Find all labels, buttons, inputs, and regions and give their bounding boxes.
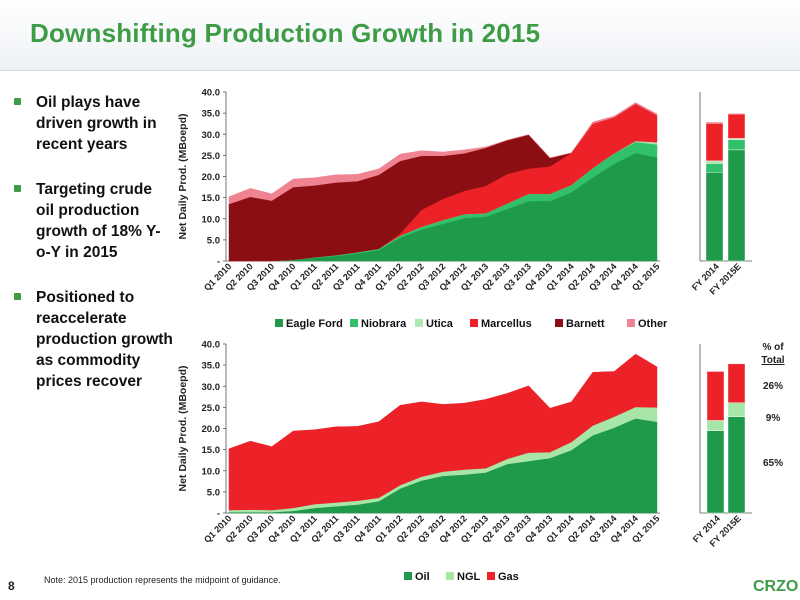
y-tick-label: 10.0 xyxy=(202,214,221,225)
y-tick-label: 40.0 xyxy=(202,340,221,351)
y-tick-label: 5.0 xyxy=(207,487,220,498)
legend-swatch xyxy=(446,572,454,580)
fy-bar-segment xyxy=(727,113,746,139)
bullet-marker-icon xyxy=(14,293,21,300)
fy-bar-segment xyxy=(705,160,724,164)
header-bar xyxy=(0,0,800,71)
bullet-text: Oil plays have driven growth in recent y… xyxy=(36,94,157,153)
y-tick-label: 10.0 xyxy=(202,466,221,477)
fy-bar-segment xyxy=(705,163,724,173)
fy-bar-segment xyxy=(705,172,724,262)
fy-bar-segment xyxy=(727,363,746,403)
bullet-item: Oil plays have driven growth in recent y… xyxy=(14,92,174,155)
y-tick-label: 15.0 xyxy=(202,193,221,204)
legend-swatch xyxy=(415,319,423,327)
y-tick-label: 35.0 xyxy=(202,361,221,372)
pct-gas: 26% xyxy=(763,381,783,392)
legend-swatch xyxy=(470,319,478,327)
fy-bar-segment xyxy=(727,149,746,262)
fy-bar-segment xyxy=(706,430,725,514)
y-tick-label: 20.0 xyxy=(202,172,221,183)
y-tick-label: 25.0 xyxy=(202,403,221,414)
y-tick-label: 30.0 xyxy=(202,130,221,141)
legend-label: NGL xyxy=(457,571,481,583)
y-tick-label: 15.0 xyxy=(202,445,221,456)
area-gas xyxy=(228,353,658,511)
bullet-text: Targeting crude oil production growth of… xyxy=(36,181,161,261)
fy-bar-segment xyxy=(727,402,746,417)
legend-label: Gas xyxy=(498,571,519,583)
legend-swatch xyxy=(350,319,358,327)
fy-bar-segment xyxy=(705,123,724,162)
y-tick-label: - xyxy=(217,509,220,520)
y-tick-label: 35.0 xyxy=(202,109,221,120)
y-tick-label: 25.0 xyxy=(202,151,221,162)
y-tick-label: 5.0 xyxy=(207,235,220,246)
legend-label: Oil xyxy=(415,571,430,583)
legend-label: Niobrara xyxy=(361,318,407,330)
legend-swatch xyxy=(404,572,412,580)
pct-oil: 65% xyxy=(763,458,783,469)
area-other xyxy=(228,102,658,205)
legend-swatch xyxy=(627,319,635,327)
fy-bar-segment xyxy=(727,112,746,115)
bullet-item: Positioned to reaccelerate production gr… xyxy=(14,287,174,392)
legend-label: Eagle Ford xyxy=(286,318,343,330)
y-tick-label: 30.0 xyxy=(202,382,221,393)
legend-label: Utica xyxy=(426,318,454,330)
pct-ngl: 9% xyxy=(766,413,781,424)
fy-bar-segment xyxy=(705,121,724,124)
company-logo: CRZO xyxy=(753,578,799,595)
fy-bar-segment xyxy=(706,371,725,421)
bullet-item: Targeting crude oil production growth of… xyxy=(14,179,174,263)
fy-bar-segment xyxy=(727,416,746,514)
footnote: Note: 2015 production represents the mid… xyxy=(44,575,281,585)
legend-swatch xyxy=(275,319,283,327)
legend-swatch xyxy=(555,319,563,327)
y-axis-label: Net Daily Prod. (MBoepd) xyxy=(177,365,189,491)
pct-total-title: % of Total xyxy=(761,342,784,366)
bullet-marker-icon xyxy=(14,98,21,105)
legend-label: Marcellus xyxy=(481,318,532,330)
bullet-text: Positioned to reaccelerate production gr… xyxy=(36,289,173,390)
y-tick-label: - xyxy=(217,257,220,268)
page-title: Downshifting Production Growth in 2015 xyxy=(30,18,541,48)
legend-swatch xyxy=(487,572,495,580)
legend-label: Other xyxy=(638,318,668,330)
page-number: 8 xyxy=(8,579,15,593)
bullet-marker-icon xyxy=(14,185,21,192)
fy-bar-segment xyxy=(706,420,725,431)
y-tick-label: 40.0 xyxy=(202,88,221,99)
y-tick-label: 20.0 xyxy=(202,424,221,435)
bullet-list: Oil plays have driven growth in recent y… xyxy=(14,92,174,416)
legend-label: Barnett xyxy=(566,318,605,330)
y-axis-label: Net Daily Prod. (MBoepd) xyxy=(177,113,189,239)
fy-bar-segment xyxy=(727,139,746,151)
